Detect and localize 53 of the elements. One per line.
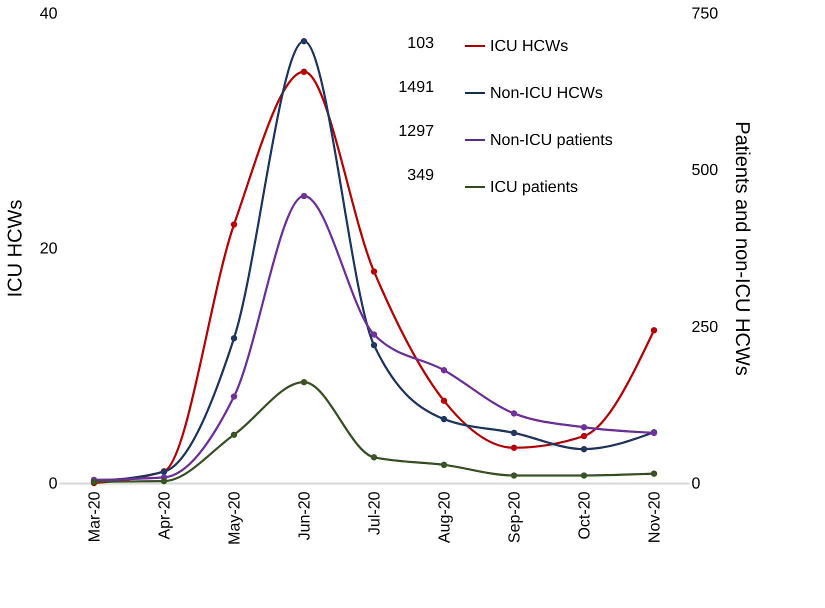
x-tick-label: Aug-20 bbox=[436, 491, 454, 544]
point bbox=[580, 432, 588, 440]
point bbox=[440, 367, 448, 374]
point bbox=[230, 432, 238, 438]
x-tick-label: Jul-20 bbox=[366, 491, 384, 536]
y-tick-label: 20 bbox=[40, 240, 58, 258]
point bbox=[300, 38, 308, 44]
point bbox=[440, 462, 448, 468]
point bbox=[650, 470, 658, 477]
point bbox=[230, 335, 238, 342]
annotation: 1491 bbox=[398, 79, 434, 96]
x-tick-label: May-20 bbox=[226, 491, 244, 545]
point bbox=[440, 416, 448, 422]
x-tick-label: Nov-20 bbox=[646, 491, 664, 544]
legend-label: ICU HCWs bbox=[490, 38, 568, 55]
point bbox=[370, 342, 378, 348]
point bbox=[440, 398, 448, 404]
point bbox=[230, 393, 238, 400]
point bbox=[510, 444, 518, 451]
point bbox=[300, 378, 308, 386]
point bbox=[300, 68, 308, 75]
point bbox=[160, 478, 168, 484]
point bbox=[370, 268, 378, 275]
point bbox=[300, 192, 308, 200]
y2-tick-label: 0 bbox=[692, 476, 700, 492]
y2-tick-label: 500 bbox=[692, 162, 718, 180]
point bbox=[510, 430, 518, 436]
legend-label: Non-ICU patients bbox=[490, 132, 613, 149]
annotation: 349 bbox=[407, 167, 434, 184]
legend-label: Non-ICU HCWs bbox=[490, 85, 603, 102]
point bbox=[370, 331, 378, 338]
y2-axis-title: Patients and non-ICU HCWs bbox=[731, 121, 754, 376]
point bbox=[370, 454, 378, 460]
y-tick-label: 40 bbox=[40, 6, 58, 22]
point bbox=[580, 446, 588, 452]
point bbox=[230, 221, 238, 228]
y-axis-title: ICU HCWs bbox=[4, 200, 27, 298]
point bbox=[650, 327, 658, 334]
x-tick-label: Jun-20 bbox=[296, 491, 314, 540]
legend-label: ICU patients bbox=[490, 179, 578, 196]
x-tick-label: Oct-20 bbox=[576, 491, 594, 540]
x-tick-label: Mar-20 bbox=[86, 491, 104, 542]
point bbox=[580, 424, 588, 430]
point bbox=[510, 472, 518, 479]
annotation: 103 bbox=[407, 35, 434, 52]
y2-tick-label: 750 bbox=[692, 6, 718, 22]
y2-tick-label: 250 bbox=[692, 318, 718, 336]
x-tick-label: Apr-20 bbox=[156, 491, 174, 540]
annotation: 1297 bbox=[398, 123, 434, 140]
y-tick-label: 0 bbox=[48, 476, 58, 492]
point bbox=[580, 472, 588, 479]
point bbox=[510, 410, 518, 417]
x-tick-label: Sep-20 bbox=[506, 491, 524, 544]
